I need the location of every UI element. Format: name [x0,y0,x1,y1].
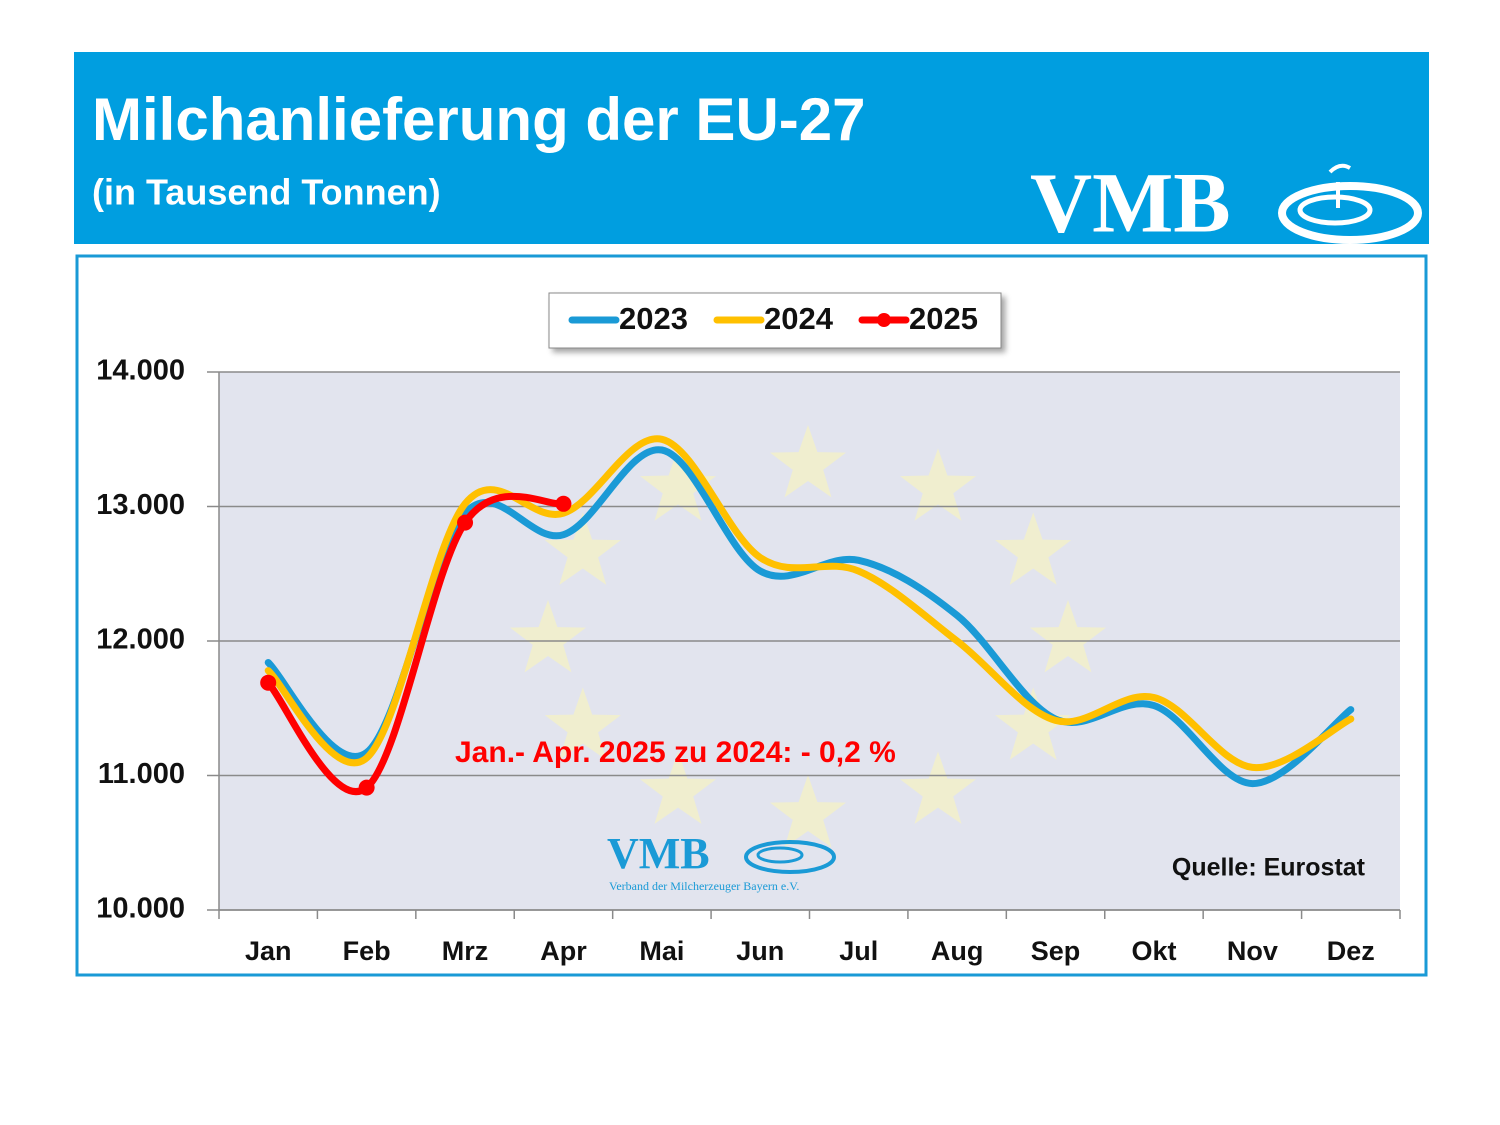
source: Quelle: Eurostat [1172,854,1366,882]
x-tick-label: Jun [736,936,784,966]
eu-star [900,448,976,521]
eu-star [510,600,586,673]
series-line [264,492,567,795]
eu-star [900,751,976,824]
eu-star [544,512,621,585]
legend-label: 2023 [619,301,688,336]
legend-label: 2025 [909,301,978,336]
x-tick-label: Okt [1131,936,1176,966]
series-marker [358,779,375,796]
y-tick-label: 10.000 [96,893,185,925]
y-tick-label: 13.000 [96,489,185,521]
eu-star [640,751,716,824]
plot-logo-caption: Verband der Milcherzeuger Bayern e.V. [609,879,799,893]
y-tick-label: 14.000 [96,355,185,387]
series-marker [555,495,572,512]
eu-star [770,775,846,848]
subtitle: (in Tausend Tonnen) [92,172,441,213]
series-marker [457,514,474,531]
series-marker [260,674,277,691]
legend-label: 2024 [764,301,834,336]
eu-star [995,687,1072,760]
title: Milchanlieferung der EU-27 [92,86,866,153]
x-tick-label: Mrz [442,936,489,966]
eu-star [640,448,716,521]
legend-marker [877,313,891,327]
annotation: Jan.- Apr. 2025 zu 2024: - 0,2 % [455,736,896,769]
header-logo-icon [1278,163,1422,244]
y-tick-label: 12.000 [96,624,185,656]
plot-logo: VMB [607,829,710,878]
x-tick-label: Nov [1227,936,1278,966]
plot-logo-icon [744,840,836,874]
header-band [74,52,1429,244]
x-tick-label: Jan [245,936,292,966]
eu-star [770,425,846,498]
x-tick-label: Aug [931,936,983,966]
x-tick-label: Dez [1327,936,1375,966]
series-line [264,435,1355,771]
eu-star [544,687,621,760]
header-logo: VMB [1030,155,1231,251]
x-tick-label: Apr [540,936,587,966]
legend-box [548,292,1002,349]
x-tick-label: Jul [839,936,878,966]
y-tick-label: 11.000 [98,758,185,790]
eu-stars [510,425,1106,848]
eu-star [1030,600,1106,673]
x-tick-label: Sep [1031,936,1081,966]
x-tick-label: Mai [639,936,684,966]
x-tick-label: Feb [343,936,391,966]
eu-star [995,512,1072,585]
